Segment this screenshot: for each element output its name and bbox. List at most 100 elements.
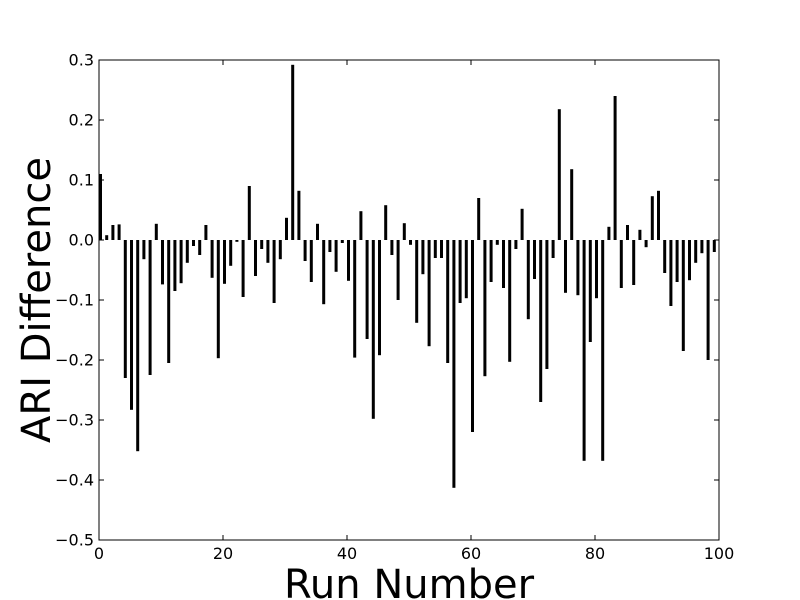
bar (247, 186, 251, 240)
bar (415, 240, 419, 323)
bar (272, 240, 276, 303)
plot-background (99, 60, 719, 540)
bar (712, 240, 716, 252)
bar (99, 174, 102, 240)
bar (644, 240, 648, 248)
bar (371, 240, 375, 419)
bar (657, 190, 660, 240)
bar (576, 240, 580, 296)
bar (663, 240, 667, 273)
bar (421, 240, 425, 275)
bar (471, 240, 474, 432)
bar (446, 240, 450, 363)
bar (526, 240, 530, 320)
bar (502, 240, 505, 288)
bar (384, 205, 388, 240)
y-axis-title: ARI Difference (14, 157, 60, 443)
y-tick-label: 0.1 (69, 171, 94, 190)
bar (607, 226, 611, 240)
bar (241, 240, 245, 297)
bar (297, 190, 301, 240)
bars-group (99, 64, 716, 488)
bar (489, 240, 493, 282)
bar (347, 240, 350, 281)
bar (402, 223, 406, 240)
bar (111, 225, 115, 240)
y-tick-label: −0.2 (55, 351, 94, 370)
bar (570, 169, 574, 240)
x-tick-label: 100 (704, 544, 735, 563)
x-tick-label: 60 (461, 544, 481, 563)
bar (142, 240, 146, 260)
bar (204, 225, 208, 240)
bar (514, 240, 518, 249)
bar (365, 240, 369, 339)
bar (601, 240, 605, 461)
bar (588, 240, 592, 342)
y-tick-label: 0.3 (69, 51, 94, 70)
bar (483, 240, 487, 377)
y-tick-label: 0.2 (69, 111, 94, 130)
bar (539, 240, 543, 402)
bar (173, 240, 177, 291)
y-tick-label: −0.5 (55, 531, 94, 550)
bar (185, 240, 189, 263)
bar (650, 196, 654, 240)
bar (688, 240, 691, 281)
bar (117, 224, 121, 240)
bar (210, 240, 214, 278)
y-tick-label: −0.4 (55, 471, 94, 490)
bar (303, 240, 307, 261)
bar (533, 240, 536, 279)
bar (198, 240, 202, 255)
bar (520, 208, 524, 240)
bar (192, 240, 195, 246)
bar (700, 240, 704, 254)
bar (495, 240, 499, 245)
bar (328, 240, 332, 252)
ticks-group: −0.5 −0.4 −0.3 −0.2 −0.1 0.0 0.1 0.2 0.3 0 20 40 60 8… (55, 51, 734, 564)
bar (427, 240, 431, 347)
bar (694, 240, 698, 263)
bar (148, 240, 152, 375)
bar (216, 240, 220, 359)
bar (595, 240, 598, 299)
x-tick-label: 20 (213, 544, 233, 563)
bar (322, 240, 326, 305)
bar (285, 217, 288, 240)
x-tick-label: 0 (94, 544, 104, 563)
bar (477, 198, 481, 240)
bar (378, 240, 381, 356)
bar (613, 96, 617, 240)
bar (409, 240, 412, 245)
y-tick-label: −0.1 (55, 291, 94, 310)
bar (669, 240, 673, 306)
bar (458, 240, 462, 303)
bar (452, 240, 456, 488)
bar (278, 240, 282, 260)
bar (309, 240, 313, 282)
bar (161, 240, 164, 285)
bar (681, 240, 685, 351)
bar (179, 240, 183, 284)
x-axis-title: Run Number (284, 562, 535, 600)
bar (223, 240, 226, 284)
bar (508, 240, 512, 362)
bar (582, 240, 586, 461)
bar (316, 223, 319, 240)
bar (334, 240, 338, 272)
bar (433, 240, 437, 258)
bar (266, 240, 270, 263)
plot-frame (98, 59, 720, 541)
bar (260, 240, 264, 249)
bar (706, 240, 710, 360)
bar (551, 240, 555, 258)
x-tick-label: 40 (337, 544, 357, 563)
bar (396, 240, 400, 300)
bar (440, 240, 443, 258)
bar (130, 240, 133, 410)
bar (557, 109, 561, 240)
bar (291, 64, 295, 240)
bar (340, 240, 344, 243)
y-tick-label: −0.3 (55, 411, 94, 430)
